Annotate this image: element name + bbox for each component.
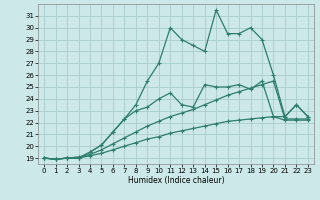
X-axis label: Humidex (Indice chaleur): Humidex (Indice chaleur) [128,176,224,185]
